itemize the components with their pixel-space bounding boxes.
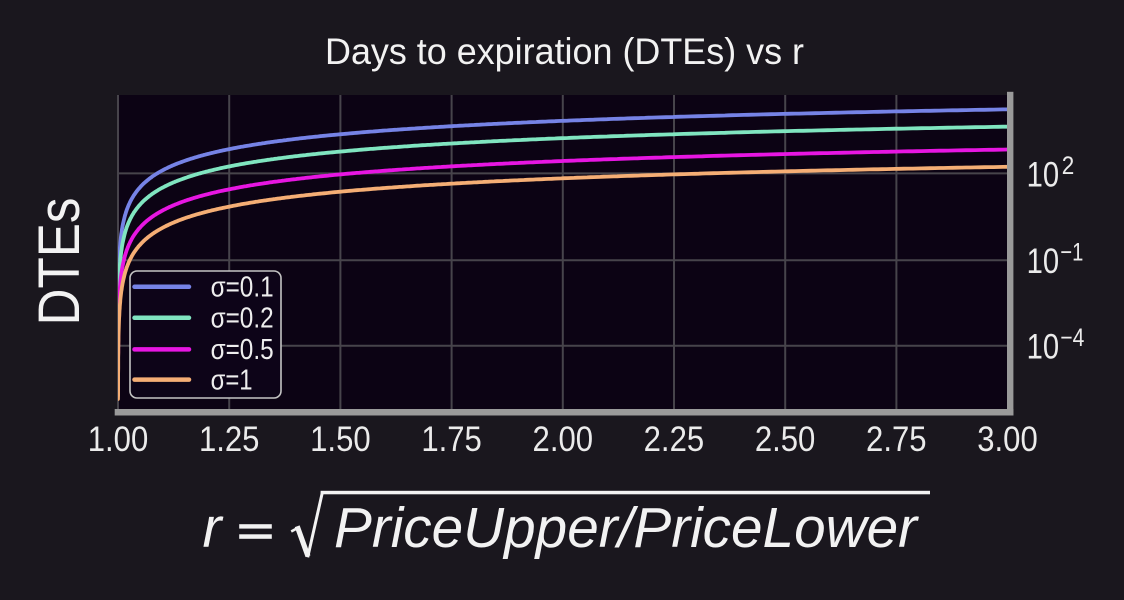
svg-text:3.00: 3.00 [977,420,1038,459]
svg-text:10: 10 [1027,328,1060,367]
svg-text:2: 2 [1062,152,1075,180]
svg-text:σ=0.1: σ=0.1 [211,271,274,303]
svg-text:1.25: 1.25 [199,420,260,459]
svg-text:σ=1: σ=1 [211,364,253,396]
svg-text:−4: −4 [1060,324,1084,352]
svg-text:r: r [203,496,224,560]
svg-text:2.75: 2.75 [866,420,927,459]
svg-text:2.00: 2.00 [533,420,594,459]
svg-text:1.00: 1.00 [88,420,149,459]
svg-text:PriceUpper/PriceLower: PriceUpper/PriceLower [334,496,919,560]
svg-text:1.75: 1.75 [421,420,482,459]
svg-text:2.25: 2.25 [644,420,705,459]
svg-text:2.50: 2.50 [755,420,816,459]
svg-text:DTEs: DTEs [27,198,92,326]
svg-text:σ=0.2: σ=0.2 [211,302,274,334]
svg-text:10: 10 [1027,155,1060,194]
svg-text:10: 10 [1027,242,1060,281]
svg-text:−1: −1 [1060,239,1083,267]
svg-text:σ=0.5: σ=0.5 [211,334,274,366]
svg-text:Days to expiration (DTEs) vs r: Days to expiration (DTEs) vs r [325,31,804,72]
svg-text:1.50: 1.50 [310,420,371,459]
